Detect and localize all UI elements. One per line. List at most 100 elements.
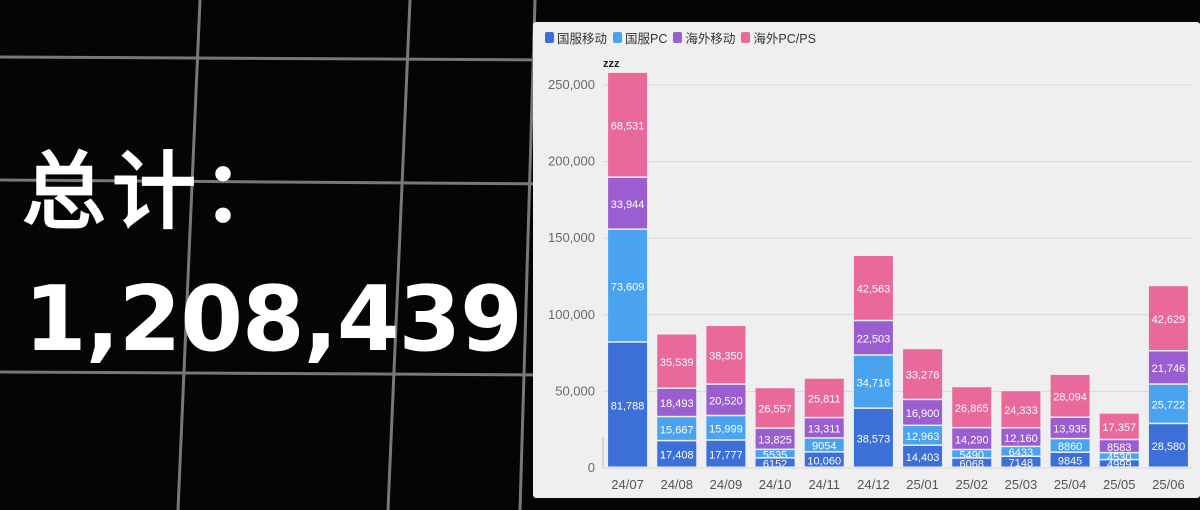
bar-segment[interactable]	[608, 72, 648, 177]
bar-segment[interactable]	[1099, 460, 1139, 467]
bar-segment[interactable]	[804, 418, 844, 438]
data-label: 20,520	[709, 396, 743, 408]
bar-segment[interactable]	[608, 177, 648, 229]
legend-item-global-pc-ps[interactable]: 海外PC/PS	[741, 28, 816, 47]
data-label: 17,777	[709, 449, 743, 461]
bar-segment[interactable]	[903, 445, 943, 467]
x-tick-label: 25/05	[1103, 477, 1136, 492]
legend-item-cn-mobile[interactable]: 国服移动	[545, 28, 607, 47]
data-label: 14,290	[955, 434, 989, 446]
data-label: 42,563	[857, 284, 891, 296]
bar-segment[interactable]	[952, 428, 992, 449]
data-label: 26,865	[955, 403, 989, 415]
bar-segment[interactable]	[853, 256, 893, 320]
bar-segment[interactable]	[1050, 439, 1090, 452]
y-tick-label: 200,000	[548, 154, 595, 169]
bar-segment[interactable]	[755, 428, 795, 449]
bar-segment[interactable]	[1001, 457, 1041, 467]
x-tick-label: 25/02	[955, 477, 988, 492]
legend-item-cn-pc[interactable]: 国服PC	[613, 28, 667, 47]
legend-swatch	[673, 32, 683, 43]
bar-segment[interactable]	[1050, 374, 1090, 417]
bar-segment[interactable]	[706, 440, 746, 467]
data-label: 33,944	[611, 199, 645, 211]
data-label: 6433	[1009, 447, 1033, 459]
data-label: 13,311	[808, 424, 841, 436]
bar-segment[interactable]	[706, 384, 746, 415]
bar-segment[interactable]	[853, 321, 893, 355]
bar-segment[interactable]	[608, 342, 648, 467]
chart-panel: 国服移动 国服PC 海外移动 海外PC/PS zzz 0 50,000 100,00…	[533, 22, 1200, 498]
bar-segment[interactable]	[952, 387, 992, 427]
bar-segment[interactable]	[608, 229, 648, 342]
bar-segment[interactable]	[706, 326, 746, 384]
x-tick-label: 25/04	[1054, 477, 1087, 492]
bar-segment[interactable]	[657, 334, 697, 388]
bar-segment[interactable]	[1050, 417, 1090, 438]
data-label: 38,350	[709, 350, 743, 362]
data-label: 8860	[1058, 441, 1082, 453]
x-tick-label: 24/11	[808, 477, 840, 492]
data-label: 25,722	[1152, 400, 1186, 412]
bar-segment[interactable]	[755, 450, 795, 458]
bar-segment[interactable]	[1001, 428, 1041, 446]
bar-segment[interactable]	[903, 349, 943, 399]
bar-segment[interactable]	[903, 400, 943, 425]
bar-segment[interactable]	[657, 417, 697, 440]
bar-segment[interactable]	[657, 388, 697, 416]
data-label: 13,825	[758, 435, 792, 447]
legend-label: 国服PC	[625, 32, 668, 46]
bar-segment[interactable]	[1148, 384, 1188, 423]
bar-segment[interactable]	[706, 416, 746, 440]
data-label: 6068	[960, 458, 984, 470]
data-label: 25,811	[808, 394, 841, 406]
data-label: 9845	[1058, 455, 1082, 467]
bar-segment[interactable]	[952, 450, 992, 458]
bar-segment[interactable]	[1001, 391, 1041, 428]
data-label: 33,276	[906, 370, 940, 382]
stacked-bar-chart: 0 50,000 100,000 150,000 200,000 250,000 81,78…	[548, 72, 1193, 492]
data-label: 17,357	[1102, 422, 1136, 434]
data-label: 28,094	[1053, 391, 1087, 403]
data-label: 18,493	[660, 398, 694, 410]
bar-segment[interactable]	[804, 452, 844, 467]
bar-segment[interactable]	[853, 355, 893, 408]
x-tick-label: 25/01	[906, 477, 939, 492]
bar-segment[interactable]	[952, 458, 992, 467]
bar-segment[interactable]	[1099, 413, 1139, 439]
bar-segment[interactable]	[1148, 424, 1188, 467]
bar-segment[interactable]	[903, 426, 943, 445]
data-label: 6152	[763, 458, 787, 470]
bar-segment[interactable]	[1148, 286, 1188, 350]
x-tick-label: 24/07	[611, 477, 644, 492]
data-label: 8583	[1107, 442, 1131, 454]
data-label: 26,557	[758, 404, 792, 416]
x-tick-label: 25/03	[1005, 477, 1038, 492]
total-value: 1,208,439	[24, 267, 523, 372]
data-label: 13,935	[1053, 424, 1087, 436]
bar-segment[interactable]	[1001, 447, 1041, 456]
bar-segment[interactable]	[755, 458, 795, 467]
bar-segment[interactable]	[804, 438, 844, 452]
y-axis-unit-label: zzz	[603, 58, 620, 70]
bar-segment[interactable]	[1099, 440, 1139, 452]
legend-item-global-mobile[interactable]: 海外移动	[673, 28, 735, 47]
bar-segment[interactable]	[1099, 453, 1139, 459]
data-label: 5490	[960, 449, 984, 461]
bar-segment[interactable]	[1050, 452, 1090, 467]
bar-segment[interactable]	[755, 388, 795, 428]
data-label: 22,503	[857, 333, 891, 345]
data-label: 4530	[1107, 452, 1131, 464]
data-label: 81,788	[611, 400, 645, 412]
bar-segment[interactable]	[804, 378, 844, 417]
data-label: 21,746	[1152, 363, 1186, 375]
bar-segment[interactable]	[1148, 351, 1188, 384]
data-label: 15,999	[709, 424, 743, 436]
bar-segment[interactable]	[657, 441, 697, 467]
data-label: 34,716	[857, 377, 891, 389]
y-tick-label: 50,000	[555, 383, 595, 398]
data-label: 4999	[1107, 459, 1131, 471]
bar-segment[interactable]	[853, 408, 893, 467]
data-label: 16,900	[906, 408, 940, 420]
